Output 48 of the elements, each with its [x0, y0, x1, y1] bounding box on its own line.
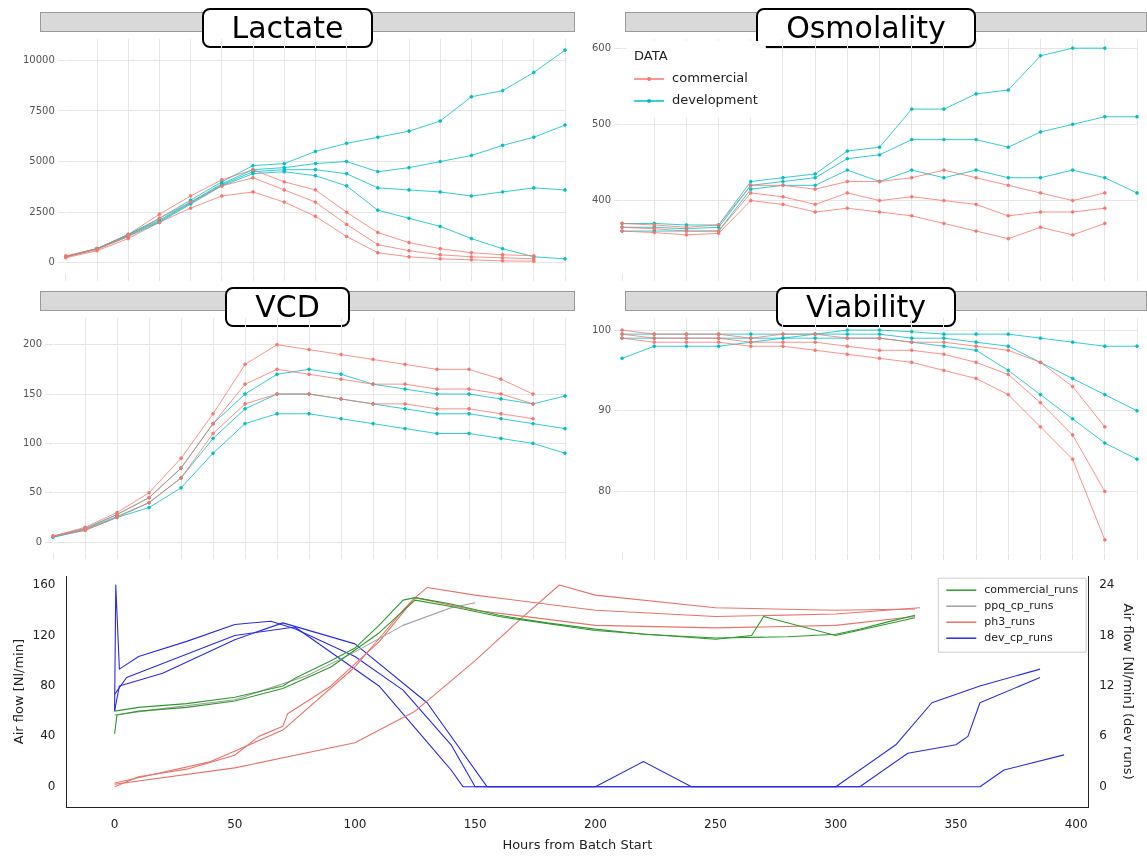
y-tick-label: 90 — [598, 404, 612, 416]
y-tick-label: 10000 — [23, 53, 55, 65]
y-tick-label: 160 — [32, 577, 56, 592]
y-axis-title: Air flow [Nl/min] — [11, 638, 27, 745]
x-tick-label: 100 — [343, 817, 367, 832]
y-tick-label: 600 — [591, 41, 612, 53]
y-tick-label: 0 — [48, 256, 55, 268]
legend-label: development — [672, 92, 758, 108]
x-tick-label: 250 — [704, 817, 727, 832]
chart-title: VCD — [225, 287, 350, 327]
legend-title: DATA — [634, 47, 668, 63]
y-tick-label: 80 — [40, 678, 56, 693]
y2-tick-label: 24 — [1099, 577, 1115, 592]
chart-title: Lactate — [201, 8, 374, 48]
y-tick-label: 100 — [22, 436, 43, 448]
y-tick-label: 0 — [35, 535, 43, 547]
y-tick-label: 120 — [32, 627, 56, 642]
x-tick-label: 300 — [824, 817, 848, 832]
y-tick-label: 500 — [591, 117, 612, 129]
y-tick-label: 200 — [22, 338, 43, 350]
legend-label: ppq_cp_runs — [984, 599, 1054, 613]
y-tick-label: 400 — [591, 194, 612, 206]
x-tick-label: 400 — [1064, 817, 1088, 832]
y-tick-label: 2500 — [29, 205, 55, 217]
y-tick-label: 50 — [29, 486, 43, 498]
y-tick-label: 40 — [40, 728, 56, 743]
y2-tick-label: 12 — [1099, 678, 1115, 693]
legend-label: dev_cp_runs — [984, 631, 1054, 645]
legend-label: commercial — [672, 70, 748, 86]
y-tick-label: 5000 — [29, 155, 55, 167]
y2-tick-label: 18 — [1099, 627, 1115, 642]
y2-axis-title: Air flow [Nl/min] (dev runs) — [1120, 603, 1136, 780]
x-tick-label: 50 — [227, 817, 243, 832]
y-tick-label: 7500 — [29, 104, 55, 116]
y-tick-label: 80 — [598, 485, 612, 497]
y-tick-label: 100 — [591, 323, 612, 335]
y2-tick-label: 0 — [1099, 778, 1107, 793]
x-axis-title: Hours from Batch Start — [502, 836, 653, 852]
legend-label: ph3_runs — [984, 615, 1036, 629]
legend-label: commercial_runs — [984, 583, 1079, 597]
chart-title: Osmolality — [756, 8, 976, 48]
x-tick-label: 0 — [110, 817, 119, 832]
y-tick-label: 150 — [22, 387, 43, 399]
x-tick-label: 150 — [463, 817, 487, 832]
y2-tick-label: 6 — [1099, 728, 1107, 743]
chart-title: Viability — [775, 287, 957, 327]
x-tick-label: 350 — [944, 817, 968, 832]
y-tick-label: 0 — [47, 778, 56, 793]
